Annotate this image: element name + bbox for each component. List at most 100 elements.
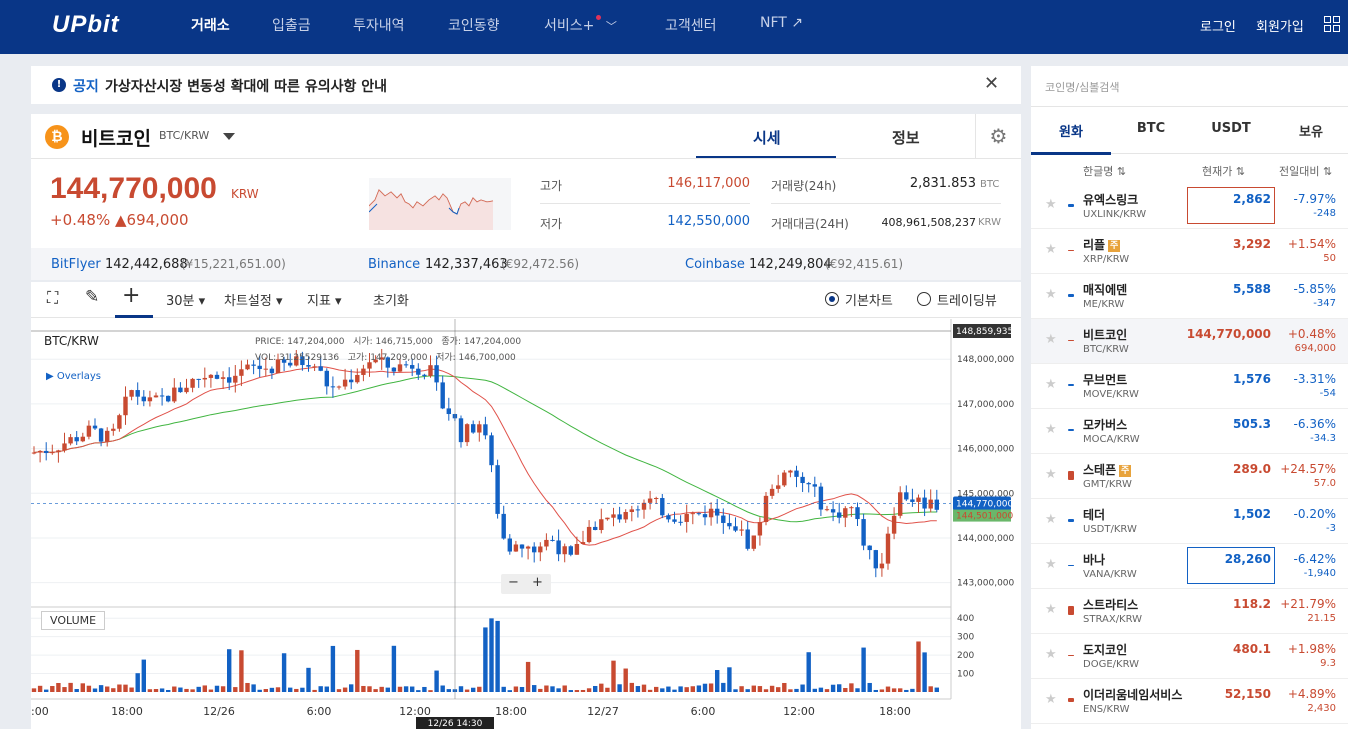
tab-holdings[interactable]: 보유 bbox=[1299, 125, 1323, 140]
chart-settings-select[interactable]: 차트설정 ▾ bbox=[224, 294, 283, 309]
zoom-in-button[interactable]: + bbox=[532, 575, 543, 590]
star-icon[interactable]: ★ bbox=[1045, 287, 1057, 302]
volume-bar bbox=[806, 652, 811, 692]
nav-investments[interactable]: 투자내역 bbox=[353, 18, 405, 34]
nav-nft[interactable]: NFT ↗ bbox=[760, 15, 804, 31]
coin-list-row[interactable]: ★ 이더리움네임서비스 ENS/KRW 52,150 +4.89% 2,430 bbox=[1031, 679, 1348, 724]
interval-select[interactable]: 30분 ▾ bbox=[166, 294, 206, 309]
tradingview-radio[interactable] bbox=[917, 292, 931, 306]
close-icon[interactable]: ✕ bbox=[984, 73, 1000, 94]
star-icon[interactable]: ★ bbox=[1045, 467, 1057, 482]
star-icon[interactable]: ★ bbox=[1045, 557, 1057, 572]
star-icon[interactable]: ★ bbox=[1045, 647, 1057, 662]
top-header: UPbit 거래소 입출금 투자내역 코인동향 서비스+ ﹀ 고객센터 NFT … bbox=[0, 0, 1348, 54]
tab-krw[interactable]: 원화 bbox=[1059, 125, 1083, 140]
candle-body bbox=[867, 545, 872, 551]
nav-support[interactable]: 고객센터 bbox=[665, 18, 717, 34]
nav-coin-trends[interactable]: 코인동향 bbox=[448, 18, 500, 34]
candle-body bbox=[147, 397, 153, 402]
coin-list-row[interactable]: ★ 스트라티스 STRAX/KRW 118.2 +21.79% 21.15 bbox=[1031, 589, 1348, 634]
nav-services[interactable]: 서비스+ ﹀ bbox=[544, 15, 617, 35]
coin-list-row[interactable]: ★ 모카버스 MOCA/KRW 505.3 -6.36% -34.3 bbox=[1031, 409, 1348, 454]
exchange-name[interactable]: BitFlyer bbox=[51, 257, 101, 272]
col-change[interactable]: 전일대비 ⇅ bbox=[1279, 165, 1333, 178]
coin-list-row[interactable]: ★ 무브먼트 MOVE/KRW 1,576 -3.31% -54 bbox=[1031, 364, 1348, 409]
exchange-price: 142,249,804 bbox=[749, 257, 832, 272]
coin-list-row[interactable]: ★ 바나 VANA/KRW 28,260 -6.42% -1,940 bbox=[1031, 544, 1348, 589]
nav-exchange[interactable]: 거래소 bbox=[191, 18, 230, 34]
exchange-sub: (€92,415.61) bbox=[825, 257, 904, 271]
candle-body bbox=[373, 359, 378, 363]
candle-body bbox=[574, 543, 580, 555]
coin-list-row[interactable]: ★ 비트코인 BTC/KRW 144,770,000 +0.48% 694,000 bbox=[1031, 319, 1348, 364]
search-input[interactable]: 코인명/심볼검색 bbox=[1045, 81, 1120, 94]
candle-body bbox=[916, 497, 921, 502]
volume-bar bbox=[574, 690, 580, 692]
login-link[interactable]: 로그인 bbox=[1200, 20, 1236, 35]
star-icon[interactable]: ★ bbox=[1045, 512, 1057, 527]
menu-grid-icon[interactable] bbox=[1324, 16, 1340, 32]
star-icon[interactable]: ★ bbox=[1045, 422, 1057, 437]
candle-body bbox=[184, 387, 189, 393]
coin-symbol: GMT/KRW bbox=[1083, 479, 1132, 490]
draw-icon[interactable]: ✎ bbox=[85, 287, 100, 307]
exchange-name[interactable]: Coinbase bbox=[685, 257, 745, 272]
star-icon[interactable]: ★ bbox=[1045, 197, 1057, 212]
volume-bar bbox=[647, 689, 653, 692]
zoom-out-button[interactable]: − bbox=[508, 575, 519, 590]
crosshair-icon[interactable]: + bbox=[122, 283, 141, 308]
tab-btc[interactable]: BTC bbox=[1136, 121, 1166, 136]
fullscreen-icon[interactable]: ⛶ bbox=[47, 288, 59, 307]
notice-bar: ! 공지 가상자산시장 변동성 확대에 따른 유의사항 안내 ✕ bbox=[31, 66, 1021, 104]
star-icon[interactable]: ★ bbox=[1045, 377, 1057, 392]
exchange-name[interactable]: Binance bbox=[368, 257, 421, 272]
volume-bar bbox=[696, 685, 702, 692]
col-price[interactable]: 현재가 ⇅ bbox=[1202, 165, 1246, 178]
ohlc-high-label: 고가: bbox=[347, 353, 368, 363]
coin-list-row[interactable]: ★ 매직에덴 ME/KRW 5,588 -5.85% -347 bbox=[1031, 274, 1348, 319]
tradingview-label[interactable]: 트레이딩뷰 bbox=[937, 294, 997, 309]
candlestick-chart[interactable]: 148,000,000 147,000,000 146,000,000 145,000… bbox=[31, 319, 1021, 729]
star-icon[interactable]: ★ bbox=[1045, 602, 1057, 617]
indicator-select[interactable]: 지표 ▾ bbox=[307, 294, 342, 309]
candle-body bbox=[214, 374, 220, 379]
coin-select-caret-icon[interactable] bbox=[223, 133, 235, 140]
upbit-logo[interactable]: UPbit bbox=[52, 11, 120, 38]
basic-chart-label[interactable]: 기본차트 bbox=[845, 294, 893, 309]
overlays-toggle[interactable]: ▶ Overlays bbox=[46, 371, 101, 382]
new-dot-icon bbox=[596, 15, 602, 20]
notice-text[interactable]: 가상자산시장 변동성 확대에 따른 유의사항 안내 bbox=[105, 79, 387, 95]
coin-change-amount: -34.3 bbox=[1310, 433, 1336, 444]
col-name[interactable]: 한글명 ⇅ bbox=[1083, 165, 1127, 178]
star-icon[interactable]: ★ bbox=[1045, 692, 1057, 707]
tab-info[interactable]: 정보 bbox=[892, 129, 920, 147]
reset-button[interactable]: 초기화 bbox=[373, 294, 409, 309]
volume-bar bbox=[812, 688, 817, 692]
volume-bar bbox=[269, 687, 275, 692]
candle-body bbox=[891, 515, 897, 534]
volume-bar bbox=[86, 685, 92, 692]
coin-list-row[interactable]: ★ 스테픈 주 GMT/KRW 289.0 +24.57% 57.0 bbox=[1031, 454, 1348, 499]
price-unit: KRW bbox=[231, 187, 259, 201]
candle-body bbox=[31, 452, 37, 454]
coin-list-row[interactable]: ★ 도지코인 DOGE/KRW 480.1 +1.98% 9.3 bbox=[1031, 634, 1348, 679]
gear-icon[interactable]: ⚙ bbox=[975, 114, 1021, 158]
candle-body bbox=[678, 521, 683, 523]
coin-name: 비트코인 bbox=[1083, 328, 1128, 342]
candle-body bbox=[599, 519, 604, 530]
nav-deposit[interactable]: 입출금 bbox=[272, 18, 311, 34]
coin-list-row[interactable]: ★ 테더 USDT/KRW 1,502 -0.20% -3 bbox=[1031, 499, 1348, 544]
signup-link[interactable]: 회원가입 bbox=[1256, 20, 1304, 35]
coin-change-amount: -248 bbox=[1313, 208, 1336, 219]
coin-list-row[interactable]: ★ 리플 주 XRP/KRW 3,292 +1.54% 50 bbox=[1031, 229, 1348, 274]
volume-bar bbox=[641, 684, 647, 692]
star-icon[interactable]: ★ bbox=[1045, 242, 1057, 257]
basic-chart-radio[interactable] bbox=[825, 292, 839, 306]
coin-name: 바나 bbox=[1083, 553, 1106, 567]
coin-list-row[interactable]: ★ 유엑스링크 UXLINK/KRW 2,862 -7.97% -248 bbox=[1031, 184, 1348, 229]
tab-quote[interactable]: 시세 bbox=[753, 129, 781, 147]
tab-usdt[interactable]: USDT bbox=[1211, 121, 1251, 136]
star-icon[interactable]: ★ bbox=[1045, 332, 1057, 347]
chart-pair-label: BTC/KRW bbox=[44, 334, 99, 348]
last-price-badge bbox=[953, 496, 1011, 511]
